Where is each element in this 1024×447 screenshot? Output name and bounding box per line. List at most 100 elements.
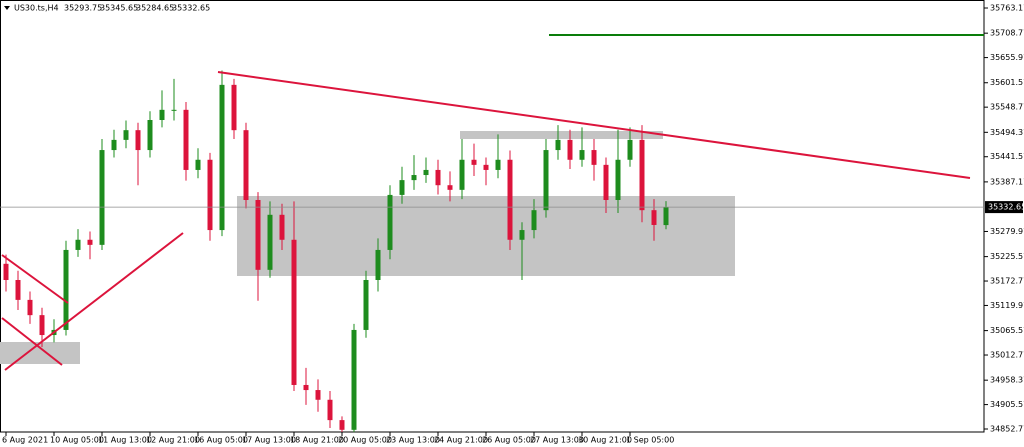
x-tick-label: 12 Aug 21:00 <box>146 436 200 445</box>
y-tick-label: 35279.97 <box>990 227 1024 236</box>
x-tick-label: 11 Aug 13:00 <box>98 436 152 445</box>
candle-body <box>171 109 177 111</box>
candle-body <box>339 420 345 430</box>
candle-body <box>123 130 129 140</box>
candle-body <box>399 180 405 195</box>
candle-body <box>459 159 465 190</box>
candle-body <box>555 139 561 151</box>
x-tick-label: 24 Aug 21:00 <box>434 436 488 445</box>
x-tick-label: 20 Aug 05:00 <box>338 436 392 445</box>
y-tick-label: 34852.77 <box>990 425 1024 434</box>
y-tick-label: 35548.77 <box>990 103 1024 112</box>
header-symbol: US30.ts,H4 <box>14 4 59 13</box>
zone-box <box>0 342 80 364</box>
candle-body <box>243 130 249 200</box>
candle-body <box>147 120 153 151</box>
candle-body <box>303 384 309 391</box>
candle-body <box>207 159 213 231</box>
y-tick-label: 35119.97 <box>990 301 1024 310</box>
candle-body <box>519 230 525 240</box>
candle-body <box>507 159 513 240</box>
x-tick-label: 17 Aug 13:00 <box>242 436 296 445</box>
drawings <box>1 34 984 371</box>
candle-body <box>279 214 285 240</box>
candles <box>3 70 669 433</box>
candle-body <box>411 175 417 181</box>
candle-body <box>219 84 225 231</box>
channel-line <box>1 317 63 366</box>
y-tick-label: 34905.57 <box>990 400 1024 409</box>
candle-body <box>231 84 237 131</box>
y-tick-label: 35065.57 <box>990 326 1024 335</box>
current-price-box <box>985 201 1023 214</box>
candle-body <box>327 399 333 421</box>
y-tick-label: 35601.57 <box>990 78 1024 87</box>
y-tick-label: 35655.97 <box>990 53 1024 62</box>
candle-body <box>639 139 645 211</box>
candle-body <box>159 109 165 120</box>
candle-body <box>87 239 93 245</box>
x-tick-label: 1 Sep 05:00 <box>626 436 674 445</box>
y-tick-label: 35763.17 <box>990 4 1024 13</box>
candle-body <box>591 150 597 165</box>
y-tick-label: 35494.37 <box>990 128 1024 137</box>
y-tick-label: 35441.57 <box>990 152 1024 161</box>
candle-body <box>627 139 633 160</box>
header-open: 35293.75 <box>64 4 102 13</box>
candle-body <box>651 210 657 225</box>
candle-body <box>291 239 297 385</box>
candle-body <box>255 200 261 270</box>
candle-body <box>195 159 201 170</box>
candle-body <box>15 280 21 300</box>
candle-body <box>615 159 621 200</box>
channel-line <box>1 254 69 304</box>
y-tick-label: 35012.77 <box>990 351 1024 360</box>
candle-body <box>531 210 537 231</box>
plot-border <box>0 0 985 433</box>
candle-body <box>387 194 393 250</box>
y-tick-label: 35708.77 <box>990 29 1024 38</box>
trend-line <box>217 71 971 179</box>
candle-body <box>183 109 189 170</box>
candle-body <box>267 214 273 270</box>
candle-body <box>27 299 33 316</box>
y-tick-label: 35172.77 <box>990 277 1024 286</box>
candle-body <box>471 159 477 165</box>
header-close: 35332.65 <box>172 4 210 13</box>
y-tick-label: 35225.57 <box>990 252 1024 261</box>
candle-body <box>447 185 453 190</box>
candle-body <box>375 249 381 280</box>
x-tick-label: 27 Aug 13:00 <box>530 436 584 445</box>
zone-box <box>237 196 735 276</box>
candle-body <box>495 159 501 170</box>
x-tick-label: 16 Aug 05:00 <box>194 436 248 445</box>
current-price-label: 35332.65 <box>988 203 1024 212</box>
x-tick-label: 26 Aug 05:00 <box>482 436 536 445</box>
candle-body <box>111 139 117 151</box>
header-high: 35345.65 <box>100 4 138 13</box>
candle-body <box>543 150 549 211</box>
candle-body <box>75 239 81 250</box>
candle-body <box>435 169 441 186</box>
header-arrow <box>4 6 10 10</box>
x-tick-label: 30 Aug 21:00 <box>578 436 632 445</box>
candle-body <box>39 315 45 336</box>
candle-body <box>351 329 357 430</box>
y-tick-label: 34958.37 <box>990 376 1024 385</box>
candle-body <box>315 390 321 400</box>
candle-body <box>135 130 141 151</box>
candle-body <box>663 207 669 226</box>
candle-body <box>579 150 585 160</box>
x-tick-label: 10 Aug 05:00 <box>50 436 104 445</box>
x-tick-label: 6 Aug 2021 <box>2 436 48 445</box>
candle-body <box>483 164 489 170</box>
y-tick-label: 35387.17 <box>990 177 1024 186</box>
x-tick-label: 18 Aug 21:00 <box>290 436 344 445</box>
trend-line <box>4 232 184 371</box>
candle-body <box>423 169 429 176</box>
candle-body <box>567 139 573 160</box>
header-low: 35284.65 <box>136 4 174 13</box>
candle-body <box>99 150 105 245</box>
candle-body <box>63 249 69 330</box>
